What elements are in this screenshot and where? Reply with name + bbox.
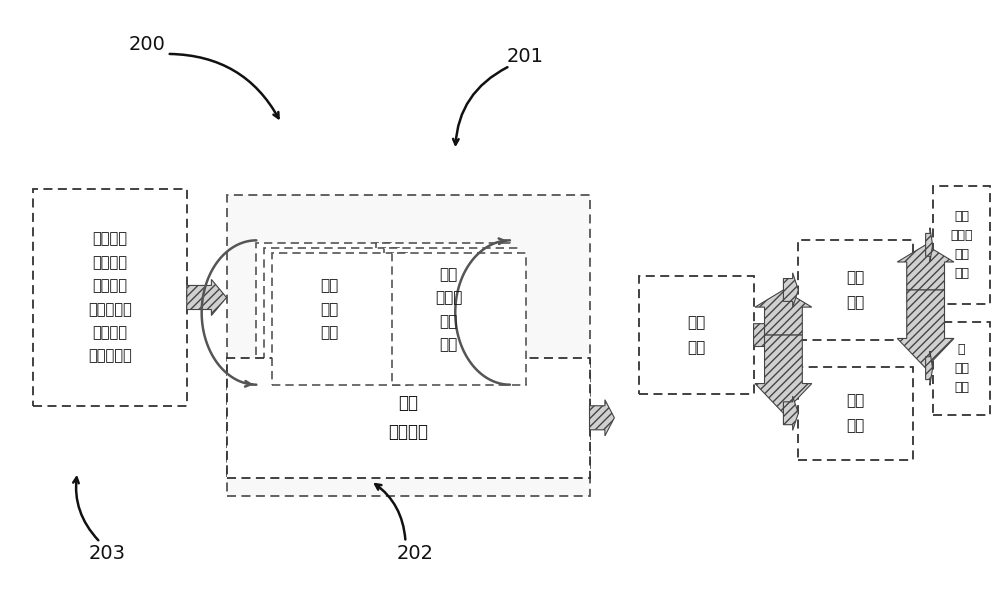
FancyArrow shape bbox=[897, 245, 954, 290]
Text: 图案
变化: 图案 变化 bbox=[846, 270, 865, 310]
FancyBboxPatch shape bbox=[376, 243, 510, 376]
FancyArrow shape bbox=[590, 400, 614, 436]
FancyArrow shape bbox=[783, 273, 798, 307]
FancyBboxPatch shape bbox=[798, 367, 913, 460]
FancyArrow shape bbox=[755, 290, 812, 335]
FancyBboxPatch shape bbox=[227, 358, 590, 478]
Text: 计量规则
缺陷规则
设计规则
晶片级数据
良率分析
其它数据源: 计量规则 缺陷规则 设计规则 晶片级数据 良率分析 其它数据源 bbox=[88, 231, 132, 364]
FancyBboxPatch shape bbox=[272, 253, 407, 385]
FancyArrow shape bbox=[187, 279, 227, 316]
FancyBboxPatch shape bbox=[798, 240, 913, 339]
FancyArrow shape bbox=[926, 351, 933, 385]
Text: 203: 203 bbox=[89, 544, 126, 563]
Text: 已知
随机
行为: 已知 随机 行为 bbox=[320, 279, 339, 341]
FancyArrow shape bbox=[913, 273, 926, 307]
Text: 已知
过程、
计量
变化: 已知 过程、 计量 变化 bbox=[435, 267, 462, 352]
FancyBboxPatch shape bbox=[227, 195, 590, 496]
Text: 非
随机
故障: 非 随机 故障 bbox=[954, 343, 969, 394]
Text: 异常
位置: 异常 位置 bbox=[687, 315, 706, 355]
FancyBboxPatch shape bbox=[384, 248, 518, 381]
Text: 随机
计算引擎: 随机 计算引擎 bbox=[388, 394, 428, 441]
FancyArrow shape bbox=[926, 228, 933, 262]
FancyBboxPatch shape bbox=[392, 253, 526, 385]
FancyBboxPatch shape bbox=[256, 243, 391, 376]
Text: 202: 202 bbox=[397, 544, 434, 563]
FancyBboxPatch shape bbox=[933, 186, 990, 304]
FancyArrow shape bbox=[897, 290, 954, 368]
FancyBboxPatch shape bbox=[639, 276, 754, 394]
FancyArrow shape bbox=[755, 335, 812, 413]
FancyBboxPatch shape bbox=[933, 322, 990, 415]
Text: 随机
故障及
各种
度量: 随机 故障及 各种 度量 bbox=[950, 210, 973, 280]
FancyBboxPatch shape bbox=[33, 189, 187, 405]
FancyArrow shape bbox=[754, 318, 783, 352]
Text: 200: 200 bbox=[129, 35, 165, 55]
Text: 随机
缺陷: 随机 缺陷 bbox=[846, 393, 865, 433]
FancyArrow shape bbox=[783, 396, 798, 430]
FancyBboxPatch shape bbox=[264, 248, 399, 381]
Text: 201: 201 bbox=[506, 47, 543, 66]
